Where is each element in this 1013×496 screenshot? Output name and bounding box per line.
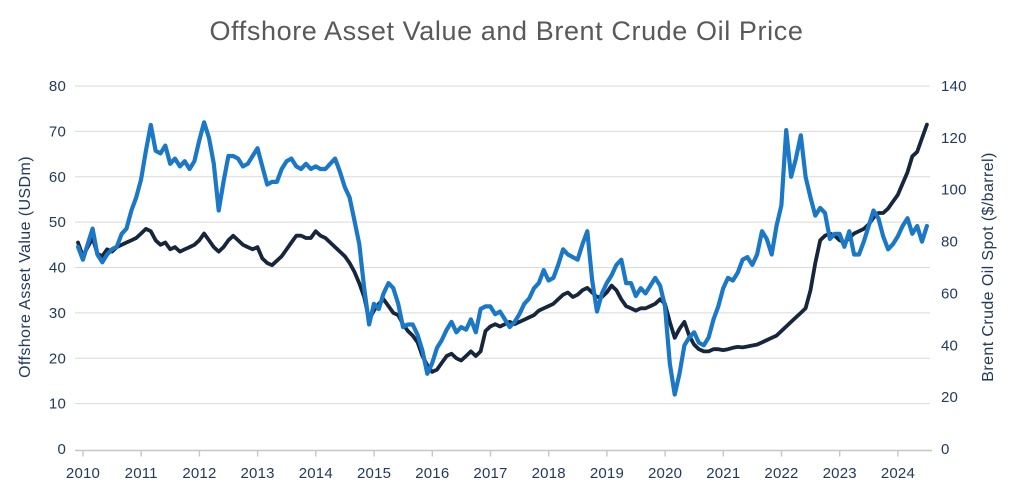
brent-crude-line xyxy=(75,120,930,397)
left-axis-tick-label: 10 xyxy=(49,396,66,413)
left-axis-tick-label: 40 xyxy=(49,260,66,277)
x-axis-tick-label: 2018 xyxy=(532,465,566,482)
right-axis-tick-label: 0 xyxy=(941,441,950,458)
x-axis-tick-label: 2011 xyxy=(125,465,158,482)
x-axis-tick-label: 2023 xyxy=(823,465,857,482)
left-axis-tick-label: 30 xyxy=(49,305,66,322)
right-axis-tick-label: 20 xyxy=(941,389,958,406)
left-axis-tick-label: 70 xyxy=(49,123,66,140)
x-axis-tick-label: 2020 xyxy=(648,465,682,482)
x-axis-tick-label: 2012 xyxy=(182,465,216,482)
offshore-asset-value-line xyxy=(76,122,929,374)
right-axis-tick-label: 60 xyxy=(941,285,958,302)
x-axis-tick-label: 2016 xyxy=(415,465,449,482)
left-axis-tick-label: 50 xyxy=(49,214,66,231)
left-axis-tick-label: 20 xyxy=(49,350,66,367)
right-axis-tick-label: 100 xyxy=(941,182,967,199)
x-axis-tick-label: 2010 xyxy=(66,465,100,482)
left-axis-tick-label: 80 xyxy=(49,78,66,95)
right-axis-tick-label: 140 xyxy=(941,78,967,95)
x-axis-tick-label: 2022 xyxy=(764,465,798,482)
x-axis-tick-label: 2013 xyxy=(241,465,275,482)
x-axis-tick-label: 2017 xyxy=(473,465,507,482)
left-axis-tick-label: 60 xyxy=(49,169,66,186)
right-axis-tick-label: 80 xyxy=(941,234,958,251)
x-axis-tick-label: 2024 xyxy=(881,465,915,482)
right-axis-tick-label: 40 xyxy=(941,337,958,354)
x-axis-tick-label: 2019 xyxy=(590,465,624,482)
left-axis-tick-label: 0 xyxy=(57,441,66,458)
x-axis-tick-label: 2021 xyxy=(706,465,740,482)
chart-title: Offshore Asset Value and Brent Crude Oil… xyxy=(209,16,804,46)
right-axis-tick-label: 120 xyxy=(941,130,967,147)
x-axis-tick-label: 2015 xyxy=(357,465,391,482)
x-axis-tick-label: 2014 xyxy=(299,465,333,482)
